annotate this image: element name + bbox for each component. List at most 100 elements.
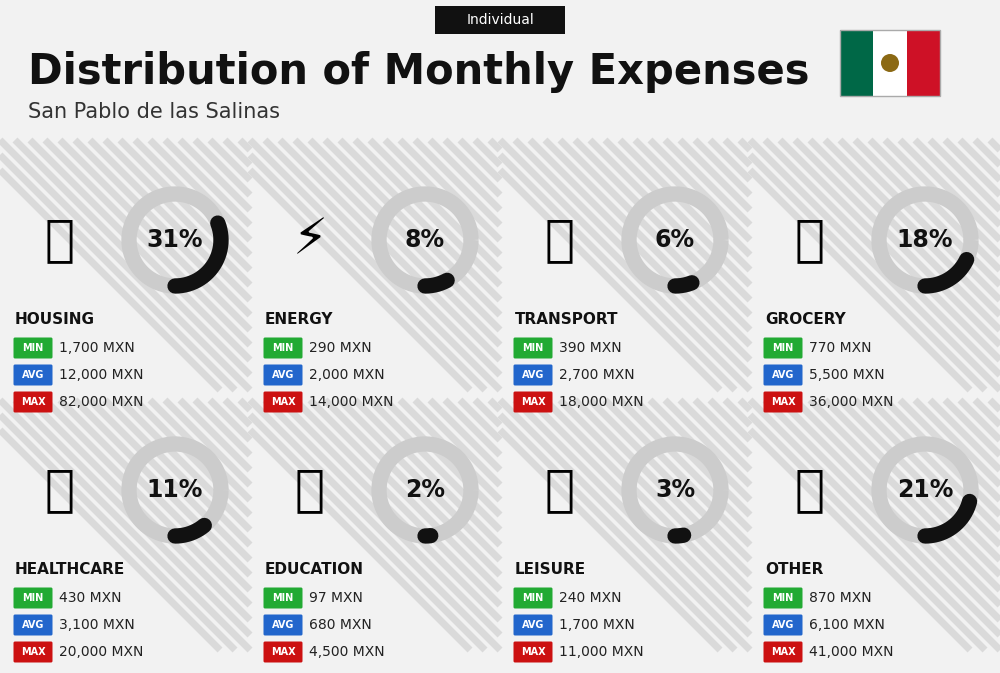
Text: 1,700 MXN: 1,700 MXN (59, 341, 135, 355)
Text: 🏢: 🏢 (45, 216, 75, 264)
Text: 🎓: 🎓 (295, 466, 325, 514)
Text: ENERGY: ENERGY (265, 312, 334, 328)
Text: 2,700 MXN: 2,700 MXN (559, 368, 635, 382)
Text: MAX: MAX (771, 397, 795, 407)
Text: 11,000 MXN: 11,000 MXN (559, 645, 644, 659)
Text: AVG: AVG (522, 370, 544, 380)
Text: 2%: 2% (405, 478, 445, 502)
Text: MIN: MIN (772, 593, 794, 603)
Text: 8%: 8% (405, 228, 445, 252)
Bar (907, 30, 940, 96)
Bar (840, 30, 873, 96)
FancyBboxPatch shape (514, 392, 552, 413)
Text: 1,700 MXN: 1,700 MXN (559, 618, 635, 632)
FancyBboxPatch shape (514, 614, 552, 635)
Text: HEALTHCARE: HEALTHCARE (15, 563, 125, 577)
Text: MAX: MAX (521, 647, 545, 657)
Text: MIN: MIN (522, 343, 544, 353)
Text: 870 MXN: 870 MXN (809, 591, 872, 605)
Text: 240 MXN: 240 MXN (559, 591, 622, 605)
FancyBboxPatch shape (14, 588, 52, 608)
FancyBboxPatch shape (14, 337, 52, 359)
Text: LEISURE: LEISURE (515, 563, 586, 577)
Text: 6%: 6% (655, 228, 695, 252)
Text: 🛍: 🛍 (795, 216, 825, 264)
Text: OTHER: OTHER (765, 563, 823, 577)
Text: MIN: MIN (22, 593, 44, 603)
Bar (873, 30, 907, 96)
Text: AVG: AVG (522, 620, 544, 630)
Text: 4,500 MXN: 4,500 MXN (309, 645, 385, 659)
Text: AVG: AVG (272, 620, 294, 630)
Text: 5,500 MXN: 5,500 MXN (809, 368, 885, 382)
FancyBboxPatch shape (764, 614, 802, 635)
Bar (840, 30, 940, 96)
Text: EDUCATION: EDUCATION (265, 563, 364, 577)
Text: MIN: MIN (22, 343, 44, 353)
FancyBboxPatch shape (764, 337, 802, 359)
FancyBboxPatch shape (264, 588, 302, 608)
Text: 3,100 MXN: 3,100 MXN (59, 618, 135, 632)
Text: MIN: MIN (272, 343, 294, 353)
Text: 🚌: 🚌 (545, 216, 575, 264)
Text: MAX: MAX (21, 647, 45, 657)
Text: 21%: 21% (897, 478, 953, 502)
Text: Distribution of Monthly Expenses: Distribution of Monthly Expenses (28, 51, 810, 93)
Text: 31%: 31% (147, 228, 203, 252)
Text: 14,000 MXN: 14,000 MXN (309, 395, 394, 409)
Text: 6,100 MXN: 6,100 MXN (809, 618, 885, 632)
Text: 18%: 18% (897, 228, 953, 252)
FancyBboxPatch shape (764, 588, 802, 608)
Text: San Pablo de las Salinas: San Pablo de las Salinas (28, 102, 280, 122)
FancyBboxPatch shape (514, 588, 552, 608)
Text: 770 MXN: 770 MXN (809, 341, 872, 355)
Text: 41,000 MXN: 41,000 MXN (809, 645, 894, 659)
Text: AVG: AVG (272, 370, 294, 380)
Text: 390 MXN: 390 MXN (559, 341, 622, 355)
Text: TRANSPORT: TRANSPORT (515, 312, 618, 328)
Text: 18,000 MXN: 18,000 MXN (559, 395, 644, 409)
FancyBboxPatch shape (14, 392, 52, 413)
Text: HOUSING: HOUSING (15, 312, 95, 328)
Text: AVG: AVG (22, 370, 44, 380)
Text: GROCERY: GROCERY (765, 312, 846, 328)
Text: AVG: AVG (772, 620, 794, 630)
FancyBboxPatch shape (514, 337, 552, 359)
Text: 💗: 💗 (45, 466, 75, 514)
FancyBboxPatch shape (14, 365, 52, 386)
Text: Individual: Individual (466, 13, 534, 27)
Text: MAX: MAX (21, 397, 45, 407)
FancyBboxPatch shape (14, 641, 52, 662)
Text: MIN: MIN (272, 593, 294, 603)
FancyBboxPatch shape (435, 6, 565, 34)
FancyBboxPatch shape (514, 365, 552, 386)
Text: 290 MXN: 290 MXN (309, 341, 372, 355)
FancyBboxPatch shape (264, 614, 302, 635)
Text: 3%: 3% (655, 478, 695, 502)
Text: 11%: 11% (147, 478, 203, 502)
Text: MAX: MAX (271, 647, 295, 657)
FancyBboxPatch shape (264, 392, 302, 413)
FancyBboxPatch shape (764, 365, 802, 386)
Text: MIN: MIN (522, 593, 544, 603)
FancyBboxPatch shape (264, 641, 302, 662)
FancyBboxPatch shape (764, 392, 802, 413)
FancyBboxPatch shape (514, 641, 552, 662)
Text: 36,000 MXN: 36,000 MXN (809, 395, 894, 409)
Text: MAX: MAX (771, 647, 795, 657)
FancyBboxPatch shape (764, 641, 802, 662)
Text: 💰: 💰 (795, 466, 825, 514)
FancyBboxPatch shape (14, 614, 52, 635)
Text: MAX: MAX (521, 397, 545, 407)
Text: MIN: MIN (772, 343, 794, 353)
Text: 82,000 MXN: 82,000 MXN (59, 395, 144, 409)
Text: AVG: AVG (772, 370, 794, 380)
Text: 🛍: 🛍 (545, 466, 575, 514)
Circle shape (881, 54, 899, 72)
Text: 20,000 MXN: 20,000 MXN (59, 645, 143, 659)
FancyBboxPatch shape (264, 365, 302, 386)
Text: 97 MXN: 97 MXN (309, 591, 363, 605)
Text: 430 MXN: 430 MXN (59, 591, 122, 605)
Text: 12,000 MXN: 12,000 MXN (59, 368, 144, 382)
Text: 680 MXN: 680 MXN (309, 618, 372, 632)
